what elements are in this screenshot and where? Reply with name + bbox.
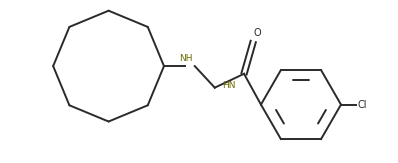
Text: Cl: Cl	[358, 100, 367, 110]
Text: NH: NH	[179, 54, 192, 63]
Text: O: O	[253, 28, 261, 38]
Text: HN: HN	[222, 81, 236, 90]
